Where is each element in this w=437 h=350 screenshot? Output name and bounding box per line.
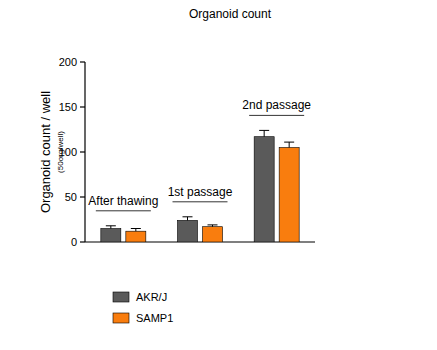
group-line bbox=[96, 210, 151, 211]
y-tick bbox=[80, 151, 85, 152]
error-cap bbox=[259, 130, 269, 131]
y-tick-label: 200 bbox=[59, 56, 77, 68]
y-tick bbox=[80, 196, 85, 197]
y-tick-label: 50 bbox=[65, 191, 77, 203]
chart-container: Organoid countOrganoid count / well(50or… bbox=[0, 0, 437, 350]
error-bar bbox=[131, 229, 141, 232]
legend-label: AKR/J bbox=[136, 291, 167, 303]
error-bar bbox=[284, 142, 294, 147]
error-bar bbox=[183, 217, 193, 221]
legend-label: SAMP1 bbox=[136, 312, 173, 324]
error-stem bbox=[264, 130, 265, 136]
error-bar bbox=[208, 225, 218, 227]
error-cap bbox=[284, 142, 294, 143]
y-tick-label: 150 bbox=[59, 101, 77, 113]
legend-swatch bbox=[113, 313, 129, 323]
y-tick bbox=[80, 61, 85, 62]
error-cap bbox=[131, 228, 141, 229]
chart-svg: Organoid countOrganoid count / well(50or… bbox=[0, 0, 437, 350]
error-stem bbox=[289, 142, 290, 147]
bar bbox=[178, 220, 198, 242]
group-line bbox=[249, 115, 304, 116]
group-line bbox=[173, 201, 228, 202]
bar bbox=[203, 227, 223, 242]
error-bar bbox=[106, 226, 116, 229]
y-axis-label: Organoid count / well bbox=[38, 91, 53, 213]
title: Organoid count bbox=[189, 7, 272, 21]
y-tick bbox=[80, 106, 85, 107]
legend-swatch bbox=[113, 292, 129, 302]
error-cap bbox=[106, 225, 116, 226]
category-label: 2nd passage bbox=[242, 98, 311, 112]
bar bbox=[254, 137, 274, 242]
error-stem bbox=[187, 217, 188, 221]
y-tick-label: 0 bbox=[71, 236, 77, 248]
y-tick-label: 100 bbox=[59, 146, 77, 158]
bar bbox=[279, 148, 299, 243]
error-cap bbox=[183, 216, 193, 217]
category-label: After thawing bbox=[88, 194, 158, 208]
error-bar bbox=[259, 130, 269, 136]
bar bbox=[126, 231, 146, 242]
plot-area bbox=[101, 130, 299, 242]
bar bbox=[101, 229, 121, 243]
error-cap bbox=[208, 224, 218, 225]
y-tick bbox=[80, 241, 85, 242]
category-label: 1st passage bbox=[168, 185, 233, 199]
